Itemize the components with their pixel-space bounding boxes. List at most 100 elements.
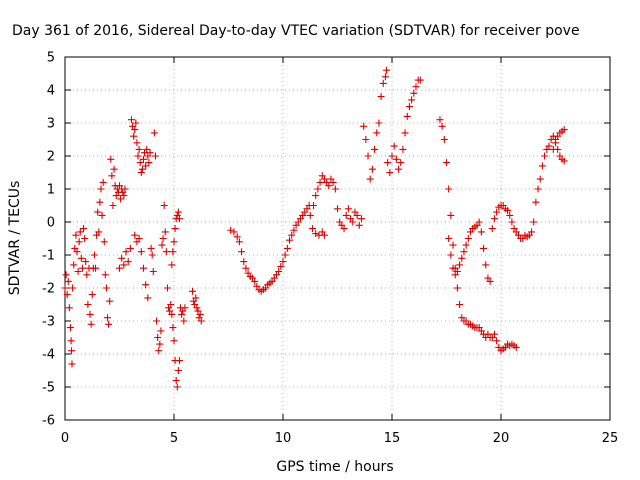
- data-point: [545, 142, 553, 150]
- x-tick-label: 5: [170, 431, 178, 446]
- data-point: [169, 324, 177, 332]
- data-point: [233, 233, 241, 241]
- data-point: [175, 357, 183, 365]
- data-point: [64, 277, 72, 285]
- data-point: [142, 281, 150, 289]
- data-point: [331, 185, 339, 193]
- y-tick-label: 1: [47, 183, 55, 198]
- data-point: [172, 376, 180, 384]
- data-point: [314, 185, 322, 193]
- grid-lines: [65, 57, 610, 420]
- data-point: [106, 297, 114, 305]
- data-point: [90, 251, 98, 259]
- data-point: [87, 320, 95, 328]
- data-point: [117, 195, 125, 203]
- data-point: [131, 126, 139, 134]
- data-point: [329, 178, 337, 186]
- data-point: [62, 271, 70, 279]
- data-point: [150, 129, 158, 137]
- data-point: [145, 159, 153, 167]
- data-point: [412, 83, 420, 91]
- data-point: [74, 268, 82, 275]
- data-point: [386, 169, 394, 176]
- data-point: [508, 218, 516, 226]
- data-point: [171, 225, 179, 233]
- data-point: [65, 304, 73, 312]
- data-point: [78, 264, 86, 272]
- data-point: [131, 231, 139, 239]
- data-point: [68, 360, 76, 368]
- y-tick-label: -3: [42, 315, 55, 330]
- x-tick-label: 0: [61, 431, 69, 446]
- y-tick-label: 0: [47, 216, 55, 231]
- data-point: [180, 317, 188, 325]
- data-point: [549, 145, 557, 153]
- data-point: [146, 149, 154, 157]
- data-point: [355, 221, 363, 229]
- data-point: [175, 215, 183, 223]
- data-point: [242, 264, 250, 272]
- data-point: [120, 261, 128, 269]
- data-point: [283, 244, 291, 252]
- data-point: [67, 337, 75, 345]
- y-tick-label: 3: [47, 117, 55, 132]
- data-point: [82, 258, 90, 266]
- data-point: [458, 254, 466, 262]
- y-tick-label: -6: [42, 414, 55, 429]
- data-point: [61, 284, 69, 292]
- data-point: [109, 202, 117, 209]
- data-point: [560, 157, 568, 165]
- data-point: [286, 236, 294, 244]
- data-point: [490, 215, 498, 223]
- data-point: [538, 162, 546, 170]
- data-point: [357, 215, 365, 223]
- data-point: [69, 284, 77, 292]
- data-point: [288, 231, 296, 239]
- data-point: [308, 225, 316, 233]
- data-point: [148, 251, 156, 259]
- data-point: [160, 202, 168, 209]
- data-point: [462, 241, 470, 249]
- data-point: [560, 126, 568, 134]
- data-point: [196, 310, 204, 318]
- data-point: [139, 264, 147, 272]
- data-point: [157, 327, 165, 335]
- data-point: [530, 218, 538, 226]
- data-point: [154, 334, 162, 341]
- data-point: [181, 304, 189, 312]
- data-point: [379, 79, 387, 87]
- data-point: [136, 159, 144, 167]
- data-point: [137, 169, 145, 176]
- plot-frame: [64, 56, 611, 421]
- data-point: [120, 192, 128, 200]
- data-point: [275, 268, 283, 275]
- data-point: [320, 231, 328, 239]
- data-points: [61, 66, 568, 391]
- data-point: [475, 218, 483, 226]
- data-point: [493, 208, 501, 216]
- data-point: [334, 205, 341, 213]
- data-point: [167, 301, 175, 308]
- data-point: [399, 145, 407, 153]
- data-point: [397, 159, 405, 167]
- data-point: [445, 235, 453, 242]
- data-point: [532, 198, 540, 206]
- data-point: [75, 238, 83, 246]
- data-point: [153, 317, 161, 325]
- x-tick-label: 15: [384, 431, 401, 446]
- data-point: [124, 258, 132, 266]
- data-point: [163, 284, 171, 292]
- data-point: [162, 248, 170, 256]
- data-point: [290, 226, 298, 234]
- data-point: [139, 155, 147, 163]
- data-point: [449, 241, 457, 249]
- data-point: [104, 314, 112, 322]
- data-point: [349, 218, 357, 226]
- data-point: [344, 205, 352, 213]
- data-point: [81, 235, 89, 242]
- data-point: [101, 271, 109, 279]
- data-point: [77, 254, 85, 262]
- data-point: [189, 287, 197, 295]
- y-tick-label: 4: [47, 84, 55, 99]
